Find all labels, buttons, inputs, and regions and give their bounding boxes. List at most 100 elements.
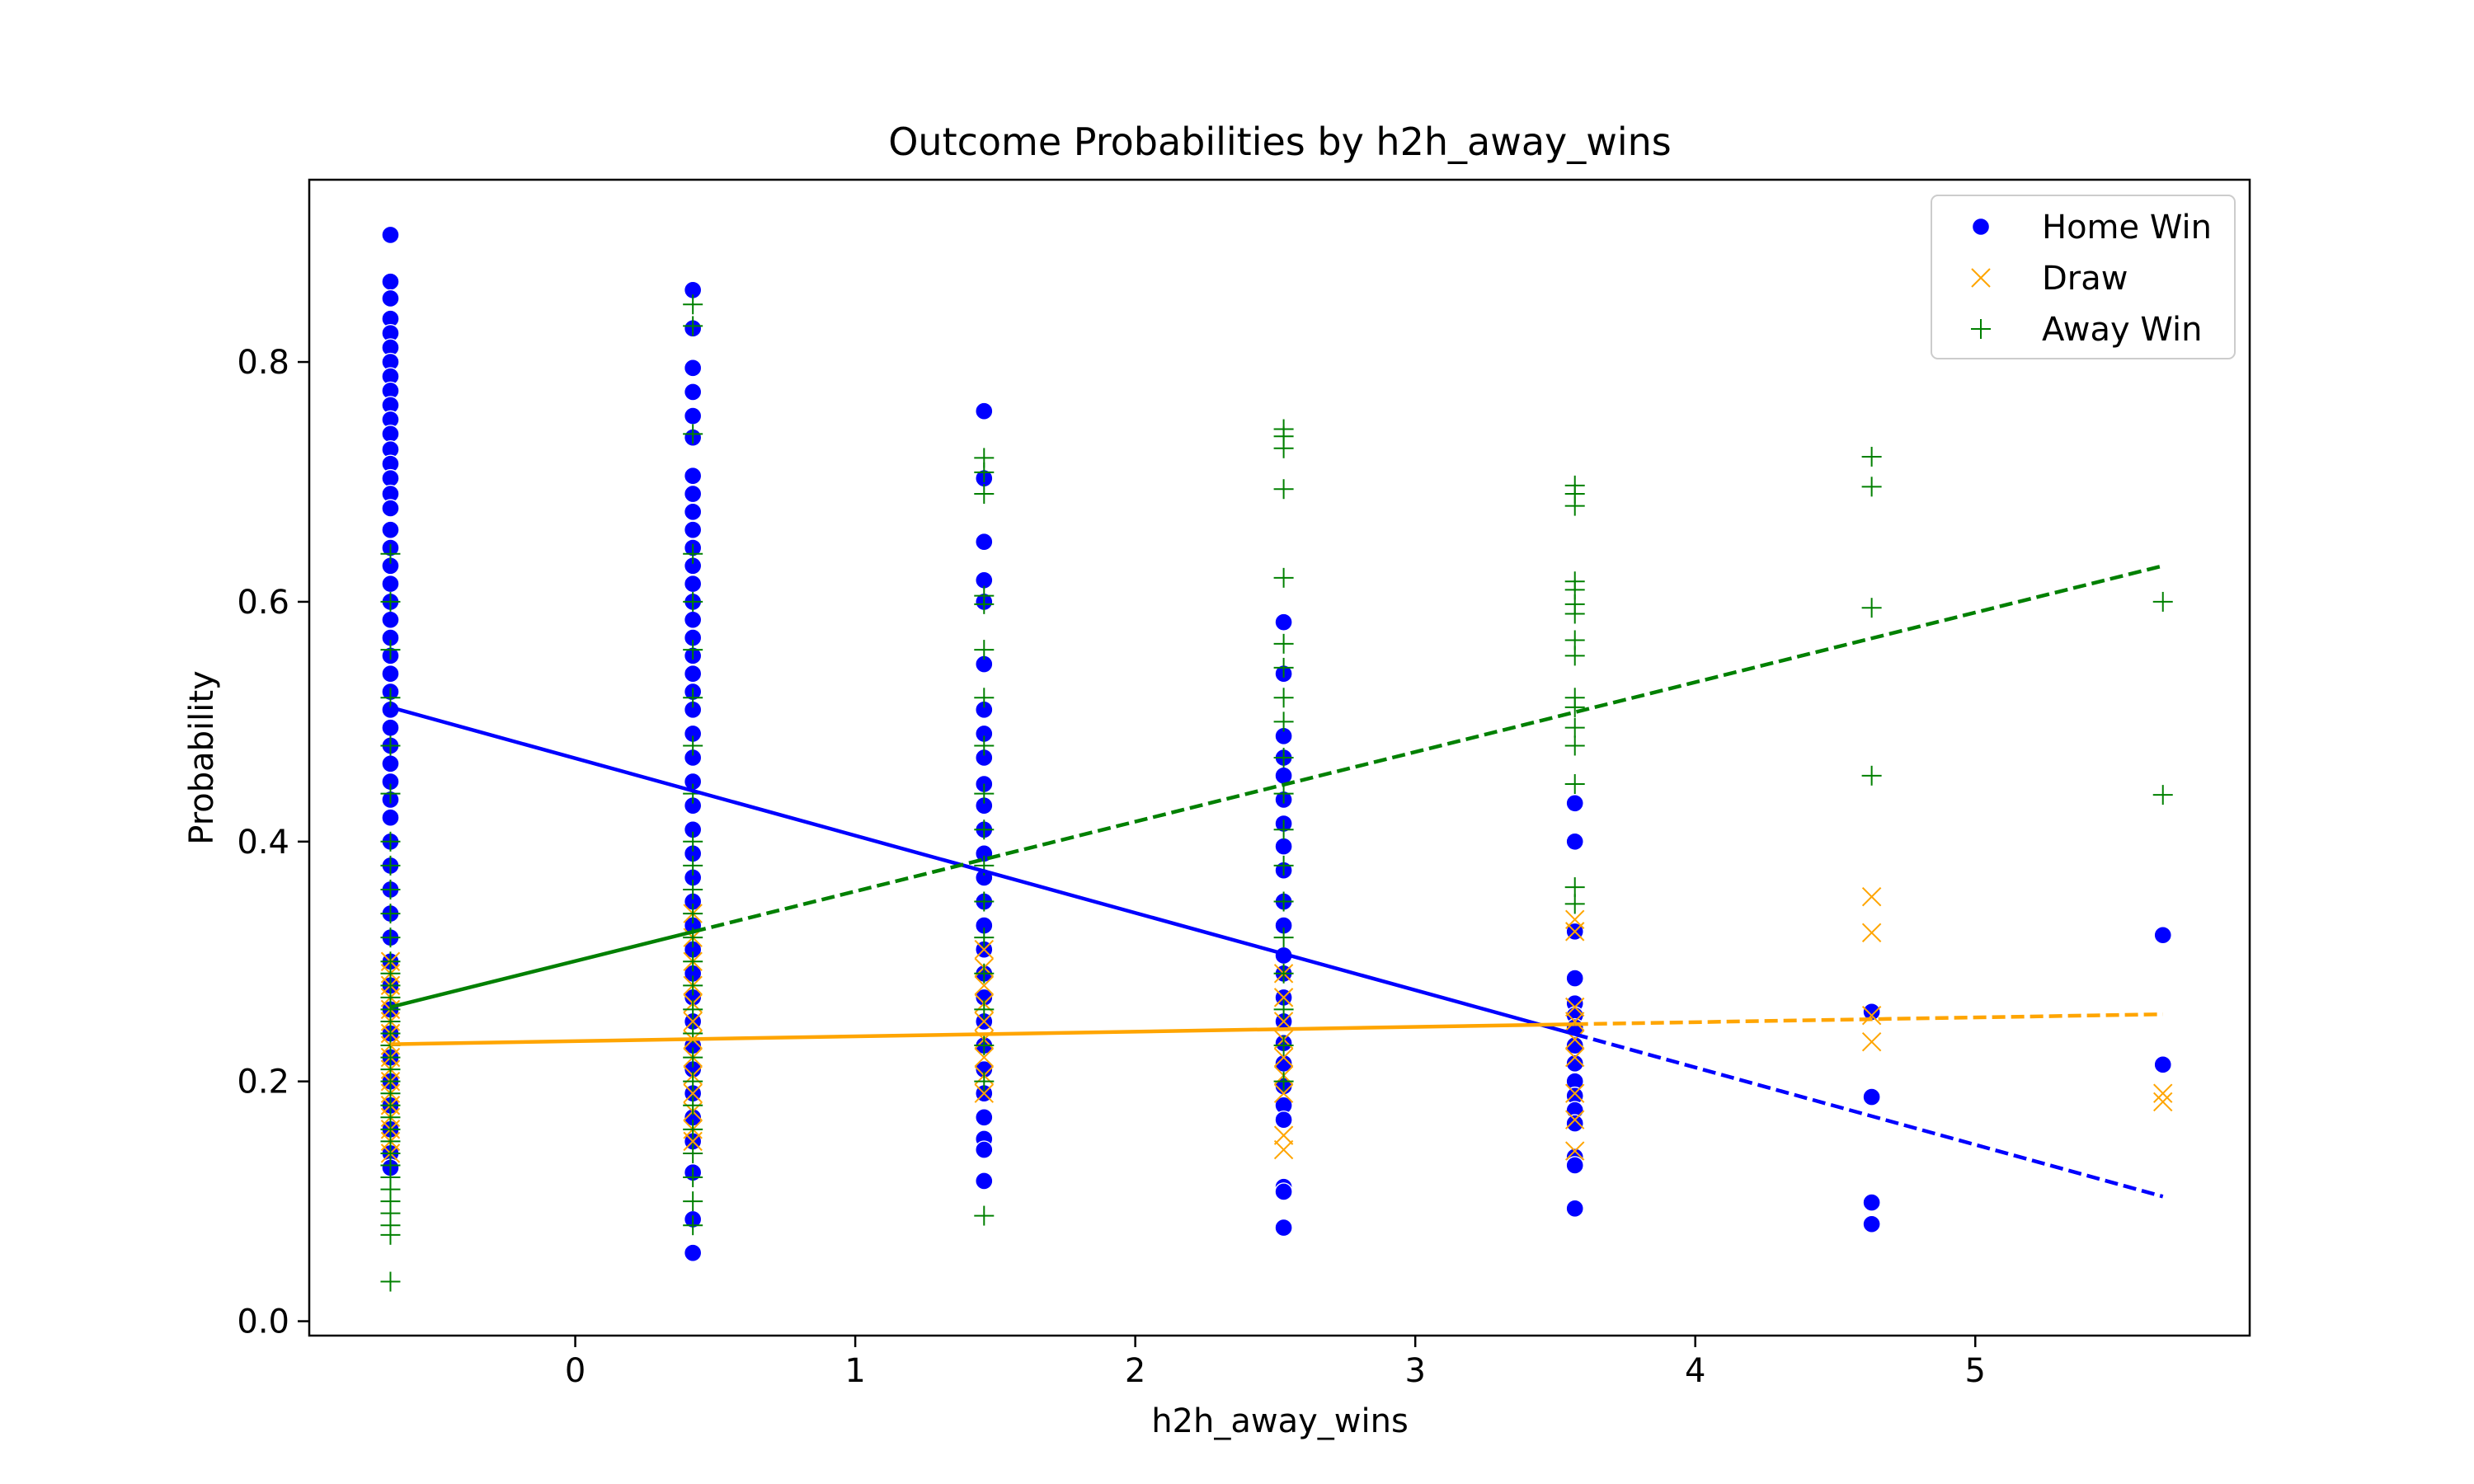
home-win-point — [381, 754, 400, 773]
home-win-point — [1565, 1054, 1584, 1073]
home-win-point — [381, 520, 400, 539]
away-win-point — [974, 640, 995, 660]
away-win-point — [1564, 717, 1585, 738]
away-win-point — [683, 855, 703, 876]
away-win-point — [1564, 697, 1585, 717]
home-win-point — [975, 1140, 994, 1159]
draw-point — [974, 1012, 994, 1031]
away-win-point — [380, 928, 401, 948]
away-win-point — [683, 831, 703, 852]
home-win-point — [683, 467, 703, 486]
away-win-point — [380, 783, 401, 804]
y-tick-label: 0.2 — [237, 1064, 289, 1101]
away-win-point — [1564, 603, 1585, 624]
draw-trend-solid — [390, 1022, 1575, 1046]
x-tick-label: 3 — [1404, 1352, 1425, 1390]
away-win-point — [683, 1071, 703, 1092]
away-win-point — [1273, 711, 1294, 732]
away-win-point — [1861, 477, 1882, 497]
away-win-point — [1273, 783, 1294, 804]
home-win-point — [1274, 1111, 1293, 1129]
y-tick-label: 0.0 — [237, 1303, 289, 1341]
home-win-trend-dashed — [1574, 1032, 2164, 1199]
away-win-point — [974, 688, 995, 708]
chart-title: Outcome Probabilities by h2h_away_wins — [888, 120, 1672, 164]
away-win-point — [1273, 748, 1294, 768]
away-win-point — [2152, 591, 2173, 612]
away-win-point — [380, 1271, 401, 1292]
draw-point — [1273, 1139, 1294, 1160]
away-win-point — [380, 688, 401, 708]
draw-trend-dashed — [1574, 1012, 2163, 1026]
away-win-point — [683, 543, 703, 564]
home-win-point — [2153, 1055, 2172, 1074]
home-win-trend-solid — [389, 705, 1576, 1036]
y-tick-label: 0.6 — [237, 584, 289, 622]
draw-point — [974, 939, 994, 960]
home-win-point — [683, 383, 703, 402]
home-win-point — [1274, 837, 1293, 856]
draw-point — [1565, 1047, 1585, 1068]
away-win-point — [1273, 855, 1294, 876]
away-win-point — [1273, 928, 1294, 948]
x-tick-label: 5 — [1965, 1352, 1986, 1390]
away-win-point — [1273, 1036, 1294, 1056]
draw-point — [1565, 1012, 1585, 1031]
draw-point — [1565, 1083, 1585, 1103]
away-win-point — [380, 904, 401, 924]
away-win-point — [683, 424, 703, 444]
away-win-point — [1273, 891, 1294, 912]
draw-point — [974, 1083, 994, 1103]
home-win-point — [1565, 969, 1584, 988]
draw-point — [2153, 1083, 2173, 1103]
home-win-point — [1565, 1156, 1584, 1175]
draw-point — [683, 1131, 703, 1152]
legend-marker-away-win — [1971, 319, 1991, 339]
away-win-point — [683, 1191, 703, 1212]
away-win-point — [380, 1224, 401, 1245]
trend-lines — [389, 564, 2164, 1199]
away-win-point — [683, 904, 703, 924]
away-win-point — [974, 484, 995, 505]
away-win-point — [974, 928, 995, 948]
x-tick-label: 1 — [844, 1352, 865, 1390]
away-win-point — [1273, 633, 1294, 654]
away-win-trend-solid — [389, 930, 694, 1009]
home-win-point — [975, 1172, 994, 1190]
home-win-point — [381, 289, 400, 308]
home-win-point — [381, 499, 400, 518]
away-win-point — [683, 1167, 703, 1188]
home-win-point — [683, 502, 703, 522]
away-win-point — [380, 831, 401, 852]
away-win-point — [974, 891, 995, 912]
draw-point — [974, 1047, 994, 1068]
draw-point — [683, 1012, 703, 1031]
home-win-point — [683, 664, 703, 683]
away-win-point — [1273, 567, 1294, 588]
home-win-point — [683, 484, 703, 504]
away-win-trend-dashed — [692, 564, 2164, 934]
home-win-point — [1565, 1036, 1584, 1055]
away-win-point — [974, 1071, 995, 1092]
away-win-point — [1273, 1071, 1294, 1092]
away-win-point — [1273, 963, 1294, 984]
draw-point — [1273, 1083, 1294, 1103]
away-win-point — [1564, 735, 1585, 756]
home-win-point — [381, 664, 400, 683]
draw-point — [1565, 1141, 1585, 1161]
away-win-point — [380, 543, 401, 564]
away-win-point — [380, 640, 401, 660]
away-win-point — [683, 316, 703, 336]
home-win-point — [1274, 613, 1293, 632]
away-win-point — [1564, 894, 1585, 914]
legend-label-away-win: Away Win — [2042, 311, 2203, 349]
home-win-point — [381, 808, 400, 827]
away-win-point — [974, 462, 995, 482]
home-win-point — [683, 574, 703, 594]
away-win-point — [683, 294, 703, 315]
home-win-point — [683, 359, 703, 378]
plot-area — [308, 178, 2251, 1337]
away-win-point — [974, 1205, 995, 1226]
away-win-point — [1564, 773, 1585, 794]
home-win-point — [975, 1108, 994, 1127]
